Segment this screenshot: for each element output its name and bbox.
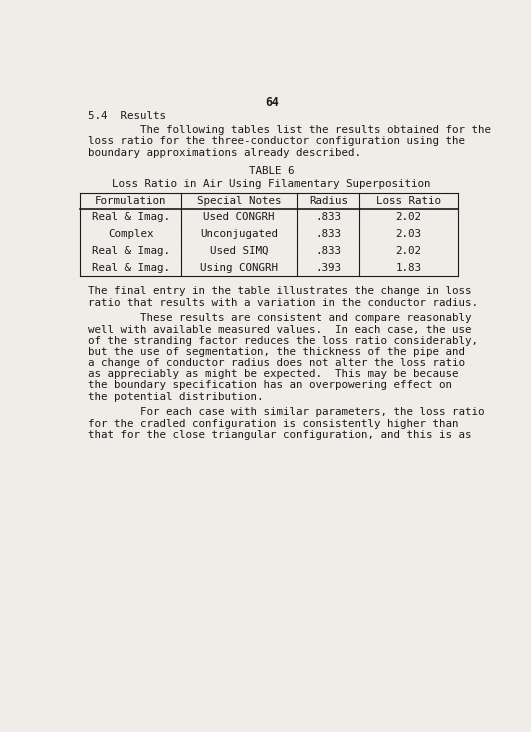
Text: the potential distribution.: the potential distribution. bbox=[88, 392, 263, 402]
Text: The final entry in the table illustrates the change in loss: The final entry in the table illustrates… bbox=[88, 286, 472, 296]
Text: loss ratio for the three-conductor configuration using the: loss ratio for the three-conductor confi… bbox=[88, 136, 465, 146]
Text: ratio that results with a variation in the conductor radius.: ratio that results with a variation in t… bbox=[88, 298, 478, 307]
Text: 64: 64 bbox=[265, 96, 279, 108]
Text: the boundary specification has an overpowering effect on: the boundary specification has an overpo… bbox=[88, 381, 452, 390]
Text: Real & Imag.: Real & Imag. bbox=[92, 263, 170, 273]
Text: Complex: Complex bbox=[108, 229, 153, 239]
Text: Real & Imag.: Real & Imag. bbox=[92, 212, 170, 223]
Text: Loss Ratio in Air Using Filamentary Superposition: Loss Ratio in Air Using Filamentary Supe… bbox=[113, 179, 431, 189]
Text: Unconjugated: Unconjugated bbox=[200, 229, 278, 239]
Text: well with available measured values.  In each case, the use: well with available measured values. In … bbox=[88, 324, 472, 335]
Text: .393: .393 bbox=[315, 263, 341, 273]
Text: 2.02: 2.02 bbox=[396, 246, 422, 256]
Text: Used SIMQ: Used SIMQ bbox=[210, 246, 269, 256]
Text: but the use of segmentation, the thickness of the pipe and: but the use of segmentation, the thickne… bbox=[88, 347, 465, 357]
Text: TABLE 6: TABLE 6 bbox=[249, 166, 295, 176]
Text: The following tables list the results obtained for the: The following tables list the results ob… bbox=[88, 125, 491, 135]
Text: 2.02: 2.02 bbox=[396, 212, 422, 223]
Text: a change of conductor radius does not alter the loss ratio: a change of conductor radius does not al… bbox=[88, 358, 465, 368]
Text: Loss Ratio: Loss Ratio bbox=[376, 196, 441, 206]
Text: for the cradled configuration is consistently higher than: for the cradled configuration is consist… bbox=[88, 419, 459, 428]
Text: as appreciably as might be expected.  This may be because: as appreciably as might be expected. Thi… bbox=[88, 369, 459, 379]
Text: Special Notes: Special Notes bbox=[197, 196, 281, 206]
Text: Used CONGRH: Used CONGRH bbox=[203, 212, 275, 223]
Text: of the stranding factor reduces the loss ratio considerably,: of the stranding factor reduces the loss… bbox=[88, 336, 478, 346]
Text: 2.03: 2.03 bbox=[396, 229, 422, 239]
Text: For each case with similar parameters, the loss ratio: For each case with similar parameters, t… bbox=[88, 408, 485, 417]
Text: These results are consistent and compare reasonably: These results are consistent and compare… bbox=[88, 313, 472, 324]
Text: 1.83: 1.83 bbox=[396, 263, 422, 273]
Text: .833: .833 bbox=[315, 229, 341, 239]
Text: Radius: Radius bbox=[309, 196, 348, 206]
Text: Real & Imag.: Real & Imag. bbox=[92, 246, 170, 256]
Text: .833: .833 bbox=[315, 212, 341, 223]
Text: Using CONGRH: Using CONGRH bbox=[200, 263, 278, 273]
Text: Formulation: Formulation bbox=[95, 196, 166, 206]
Text: boundary approximations already described.: boundary approximations already describe… bbox=[88, 148, 361, 157]
Text: that for the close triangular configuration, and this is as: that for the close triangular configurat… bbox=[88, 430, 472, 440]
Text: .833: .833 bbox=[315, 246, 341, 256]
Text: 5.4  Results: 5.4 Results bbox=[88, 111, 166, 121]
